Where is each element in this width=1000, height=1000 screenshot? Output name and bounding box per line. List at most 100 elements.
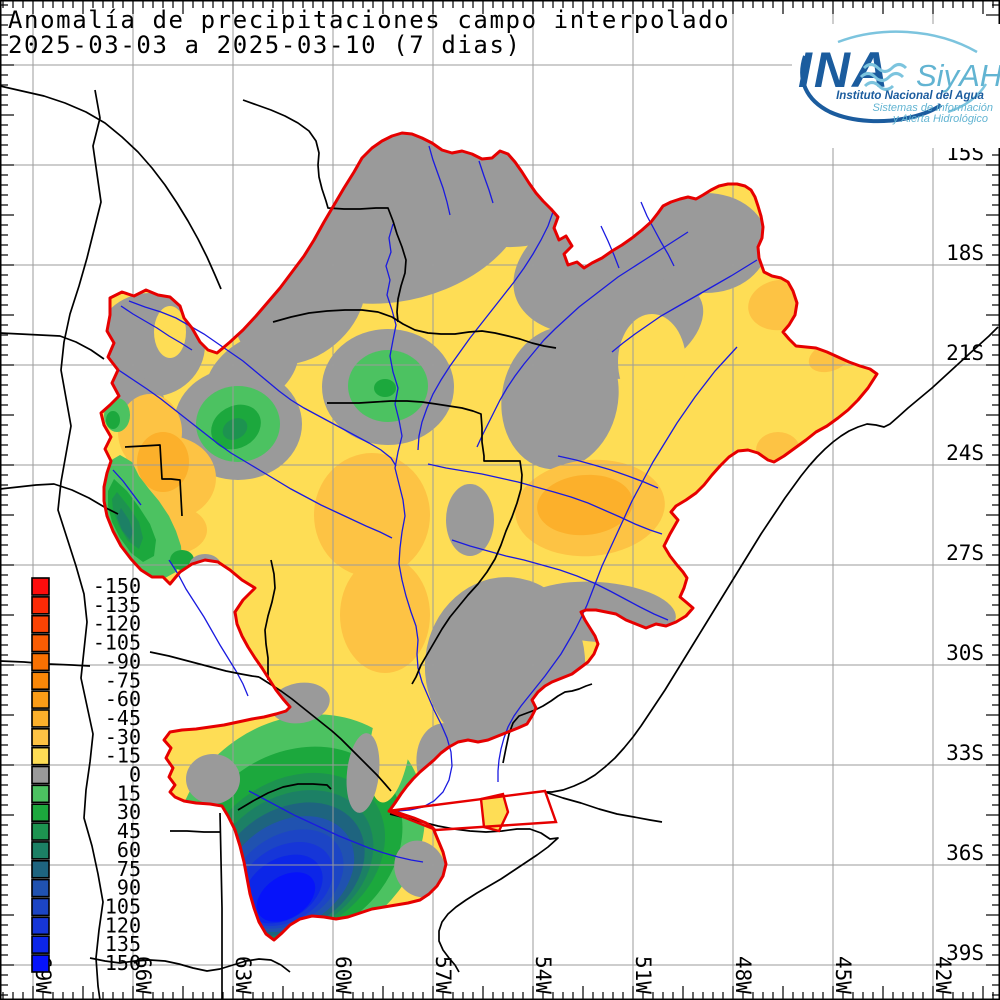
legend-value-135: 135: [105, 932, 141, 956]
logo-arc-top-icon: [837, 30, 978, 54]
lat-label-24S: 24S: [946, 441, 984, 465]
legend-swatch-75: [31, 859, 50, 879]
river-east-mid: [427, 463, 663, 535]
lat-label-18S: 18S: [946, 241, 984, 265]
lon-label-48W: 48W: [731, 956, 755, 994]
lon-label-57W: 57W: [431, 956, 455, 994]
rivers-layer: [112, 145, 758, 863]
river-short-b: [600, 225, 620, 269]
map-title: Anomalía de precipitaciones campo interp…: [8, 6, 730, 59]
lat-label-36S: 36S: [946, 841, 984, 865]
lon-label-63W: 63W: [231, 956, 255, 994]
legend-value--15: -15: [105, 744, 141, 768]
legend-value-45: 45: [117, 819, 141, 843]
border-buenos-aires-north: [258, 676, 392, 792]
legend-value--60: -60: [105, 687, 141, 711]
river-short-c: [428, 145, 451, 216]
legend-value-105: 105: [105, 894, 141, 918]
legend-value--105: -105: [93, 631, 141, 655]
legend-value--135: -135: [93, 593, 141, 617]
lat-label-39S: 39S: [946, 941, 984, 965]
legend-value--90: -90: [105, 649, 141, 673]
lat-label-30S: 30S: [946, 641, 984, 665]
legend-swatch-135: [31, 935, 50, 954]
river-uruguay: [497, 346, 738, 782]
lon-label-42W: 42W: [931, 956, 955, 994]
coast-atlantic-south: [389, 813, 559, 973]
lon-label-54W: 54W: [531, 956, 555, 994]
border-province-a: [0, 332, 105, 360]
river-bermejo: [116, 368, 393, 539]
legend-value-60: 60: [117, 838, 141, 862]
river-short-d: [478, 160, 494, 204]
legend-swatch--60: [31, 690, 50, 709]
lon-label-51W: 51W: [631, 956, 655, 994]
river-iguazu: [557, 455, 659, 489]
river-short-a: [640, 201, 675, 267]
small-basin-fragment: [481, 794, 508, 831]
title-line-2: 2025-03-03 a 2025-03-10 (7 dias): [8, 31, 522, 59]
legend-swatch-90: [31, 878, 50, 898]
border-la-pampa: [219, 812, 223, 1000]
legend-swatch--45: [31, 709, 50, 728]
legend-swatch--135: [31, 596, 50, 615]
coast-bahia-blanca: [89, 957, 291, 973]
legend-swatch-60: [31, 841, 50, 860]
borders-layer: [0, 85, 999, 1000]
border-province-d: [149, 651, 260, 678]
logo-tagline-2: y Alerta Hidrológico: [892, 113, 988, 125]
river-nw-lobe: [120, 305, 193, 351]
border-la-pampa-n: [170, 830, 220, 833]
river-parana-paraguay: [385, 223, 453, 812]
legend-value-150: 150: [105, 951, 141, 975]
lon-label-60W: 60W: [331, 956, 355, 994]
legend-value-120: 120: [105, 913, 141, 937]
legend-swatch-30: [31, 803, 50, 823]
border-stairstep: [124, 444, 183, 517]
legend-value-15: 15: [117, 781, 141, 805]
border-province-vertical: [264, 559, 276, 680]
legend-swatch-105: [31, 897, 50, 917]
legend-swatch--15: [31, 746, 50, 766]
border-province-b: [0, 483, 119, 515]
legend-value--75: -75: [105, 668, 141, 692]
river-salado: [168, 559, 249, 697]
legend-swatch-15: [31, 784, 50, 804]
logo-arc-left-icon: [800, 55, 943, 124]
river-pilcomayo: [128, 300, 397, 467]
legend-value--45: -45: [105, 706, 141, 730]
legend-value--150: -150: [93, 574, 141, 598]
logo-waves-icon: [859, 63, 908, 91]
logo-institute-name: Instituto Nacional del Agua: [836, 90, 984, 102]
river-east-mid-2: [451, 539, 669, 621]
legend-swatch-45: [31, 822, 50, 841]
estuary-outline: [387, 789, 558, 832]
anomaly-colorbar: -150-135-120-105-90-75-60-45-30-15015304…: [31, 574, 141, 975]
border-andes: [57, 89, 104, 1000]
legend-swatch--105: [31, 633, 50, 653]
legend-swatch--120: [31, 614, 50, 634]
ina-siyah-logo: INA SiyAH Instituto Nacional del Agua Si…: [792, 24, 1000, 148]
legend-swatch--30: [31, 727, 50, 747]
logo-arc-right-icon: [947, 83, 988, 114]
river-ne-tributary: [476, 231, 689, 448]
legend-swatch-120: [31, 916, 50, 936]
legend-value-75: 75: [117, 857, 141, 881]
lat-label-27S: 27S: [946, 541, 984, 565]
legend-swatch-0: [31, 765, 50, 785]
border-blob-interior: [237, 783, 332, 811]
rio-de-la-plata-estuary: [388, 791, 556, 830]
border-paraguay-north: [272, 309, 557, 349]
legend-value-0: 0: [129, 763, 141, 787]
anomaly-zones: [101, 133, 877, 940]
border-bolivia-brazil: [242, 99, 407, 323]
legend-swatch--150: [31, 577, 50, 596]
coast-uruguay: [544, 791, 663, 823]
lat-label-21S: 21S: [946, 341, 984, 365]
title-line-1: Anomalía de precipitaciones campo interp…: [8, 6, 730, 34]
